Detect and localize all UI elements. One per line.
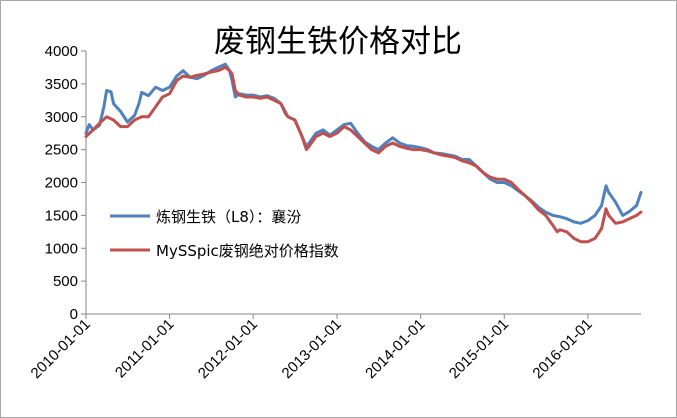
legend-label-2: MySSpic废钢绝对价格指数 xyxy=(156,242,339,260)
y-tick-label: 1000 xyxy=(45,240,78,257)
x-tick-label: 2013-01-01 xyxy=(279,316,345,382)
y-tick-label: 3500 xyxy=(45,76,78,93)
y-tick-label: 3000 xyxy=(45,109,78,126)
series-layer xyxy=(84,62,643,244)
x-tick-label: 2012-01-01 xyxy=(195,316,261,382)
y-tick-label: 4000 xyxy=(45,43,78,60)
x-tick-label: 2015-01-01 xyxy=(446,316,512,382)
x-tick-label: 2016-01-01 xyxy=(529,316,595,382)
legend: 炼钢生铁（L8）：襄汾 MySSpic废钢绝对价格指数 xyxy=(110,208,339,260)
y-tick-label: 1500 xyxy=(45,207,78,224)
y-tick-label: 500 xyxy=(53,273,78,290)
y-tick-label: 2000 xyxy=(45,175,78,192)
series-line-1 xyxy=(84,62,643,225)
legend-label-1: 炼钢生铁（L8）：襄汾 xyxy=(156,208,301,226)
y-tick-label: 2500 xyxy=(45,142,78,159)
chart-title: 废钢生铁价格对比 xyxy=(214,24,462,60)
x-tick-label: 2011-01-01 xyxy=(112,316,177,381)
series-line-2 xyxy=(84,65,643,244)
y-tick-label: 0 xyxy=(70,306,78,323)
x-tick-label: 2014-01-01 xyxy=(362,316,428,382)
x-tick-label: 2010-01-01 xyxy=(28,316,94,382)
